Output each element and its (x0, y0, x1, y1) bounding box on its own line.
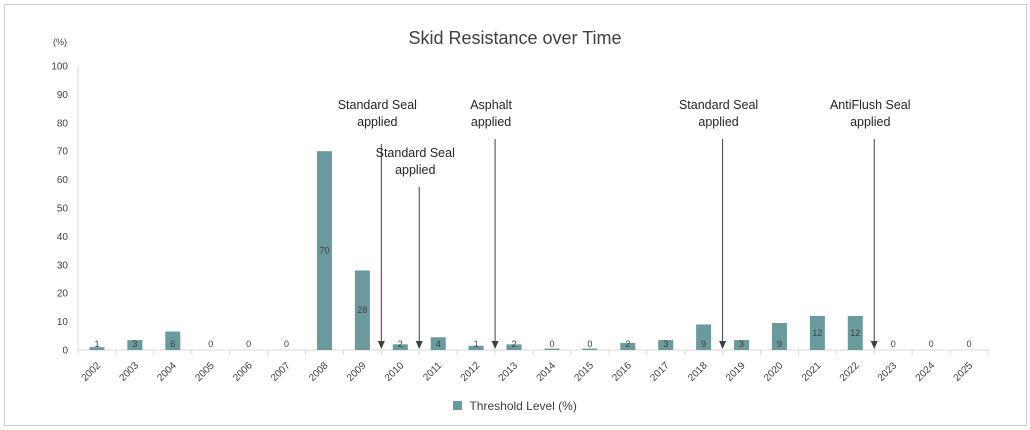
data-label-2009: 28 (357, 305, 367, 315)
annotation-arrow-head (719, 341, 727, 349)
x-tick-label-2017: 2017 (648, 360, 672, 384)
x-tick-label-2020: 2020 (762, 360, 786, 384)
y-tick-label: 40 (57, 232, 69, 243)
data-label-2007: 0 (284, 339, 289, 349)
annotation-label: applied (850, 115, 890, 129)
data-label-2017: 3 (663, 339, 668, 349)
y-tick-label: 80 (57, 118, 69, 129)
x-tick-label-2006: 2006 (231, 360, 255, 384)
data-label-2022: 12 (850, 328, 860, 338)
y-tick-label: 60 (57, 175, 69, 186)
annotation-arrow-head (870, 341, 878, 349)
annotation-label: Asphalt (470, 98, 512, 112)
bar-2015 (582, 348, 598, 350)
bar-2021 (809, 315, 825, 350)
data-label-2005: 0 (208, 339, 213, 349)
y-tick-label: 100 (51, 62, 68, 73)
x-tick-label-2015: 2015 (572, 360, 596, 384)
x-tick-label-2014: 2014 (535, 360, 559, 384)
data-label-2025: 0 (967, 339, 972, 349)
annotation-label: applied (357, 115, 397, 129)
y-axis-unit-label: (%) (53, 37, 67, 47)
data-label-2021: 12 (812, 328, 822, 338)
annotation-label: applied (395, 163, 435, 177)
data-label-2012: 1 (474, 339, 479, 349)
x-tick-label-2025: 2025 (952, 360, 976, 384)
y-tick-label: 10 (57, 317, 69, 328)
annotation-label: Standard Seal (338, 98, 417, 112)
annotation-arrow-head (415, 341, 423, 349)
bar-2002 (89, 347, 105, 350)
bar-2014 (544, 348, 560, 350)
x-tick-label-2023: 2023 (876, 360, 900, 384)
legend-swatch (453, 401, 463, 411)
x-tick-label-2003: 2003 (117, 360, 141, 384)
x-tick-label-2012: 2012 (459, 360, 483, 384)
y-tick-label: 90 (57, 90, 69, 101)
data-label-2015: 0 (587, 339, 592, 349)
annotation-label: Standard Seal (679, 98, 758, 112)
x-tick-label-2021: 2021 (800, 360, 824, 384)
data-label-2003: 3 (132, 339, 137, 349)
x-tick-label-2007: 2007 (269, 360, 293, 384)
bar-2011 (430, 337, 446, 350)
data-label-2008: 70 (319, 246, 329, 256)
data-label-2016: 2 (625, 339, 630, 349)
y-tick-label: 0 (62, 346, 68, 357)
x-tick-label-2008: 2008 (307, 360, 331, 384)
annotation-arrow-head (491, 341, 499, 349)
data-label-2011: 4 (436, 339, 441, 349)
bar-2008 (316, 151, 332, 350)
bar-2013 (506, 344, 522, 350)
y-tick-label: 20 (57, 289, 69, 300)
x-tick-label-2019: 2019 (724, 360, 748, 384)
x-tick-label-2011: 2011 (421, 360, 444, 383)
data-label-2013: 2 (512, 339, 517, 349)
annotation-label: AntiFlush Seal (830, 98, 911, 112)
chart-title: Skid Resistance over Time (408, 28, 622, 48)
bar-2010 (392, 344, 408, 350)
bar-2004 (165, 331, 181, 350)
bar-2019 (734, 340, 750, 350)
x-tick-label-2009: 2009 (345, 360, 369, 384)
x-tick-label-2013: 2013 (497, 360, 521, 384)
bar-2020 (771, 323, 787, 350)
legend-label: Threshold Level (%) (469, 398, 577, 413)
x-tick-label-2010: 2010 (383, 360, 407, 384)
y-tick-label: 70 (57, 147, 69, 158)
data-label-2018: 9 (701, 339, 706, 349)
y-tick-label: 50 (57, 204, 69, 215)
y-tick-label: 30 (57, 260, 69, 271)
bar-2003 (127, 340, 143, 350)
data-label-2010: 2 (398, 339, 403, 349)
x-tick-label-2018: 2018 (686, 360, 710, 384)
bar-2018 (696, 324, 712, 350)
data-label-2014: 0 (549, 339, 554, 349)
annotation-label: applied (698, 115, 738, 129)
bar-2009 (354, 270, 370, 350)
bar-2012 (468, 345, 484, 350)
legend: Threshold Level (%) (0, 398, 1030, 413)
x-tick-label-2004: 2004 (155, 360, 179, 384)
data-label-2023: 0 (891, 339, 896, 349)
data-label-2002: 1 (94, 339, 99, 349)
data-label-2020: 9 (777, 339, 782, 349)
data-label-2019: 3 (739, 339, 744, 349)
bar-2017 (658, 340, 674, 350)
x-tick-label-2024: 2024 (914, 360, 938, 384)
chart-frame (4, 4, 1027, 426)
bar-2016 (620, 342, 636, 350)
data-label-2006: 0 (246, 339, 251, 349)
annotation-label: Standard Seal (376, 146, 455, 160)
data-label-2024: 0 (929, 339, 934, 349)
bar-2022 (847, 315, 863, 350)
annotation-arrow-head (377, 341, 385, 349)
x-tick-label-2005: 2005 (193, 360, 217, 384)
annotation-label: applied (471, 115, 511, 129)
x-tick-label-2022: 2022 (838, 360, 862, 384)
data-label-2004: 6 (170, 339, 175, 349)
x-tick-label-2016: 2016 (610, 360, 634, 384)
x-tick-label-2002: 2002 (80, 360, 104, 384)
